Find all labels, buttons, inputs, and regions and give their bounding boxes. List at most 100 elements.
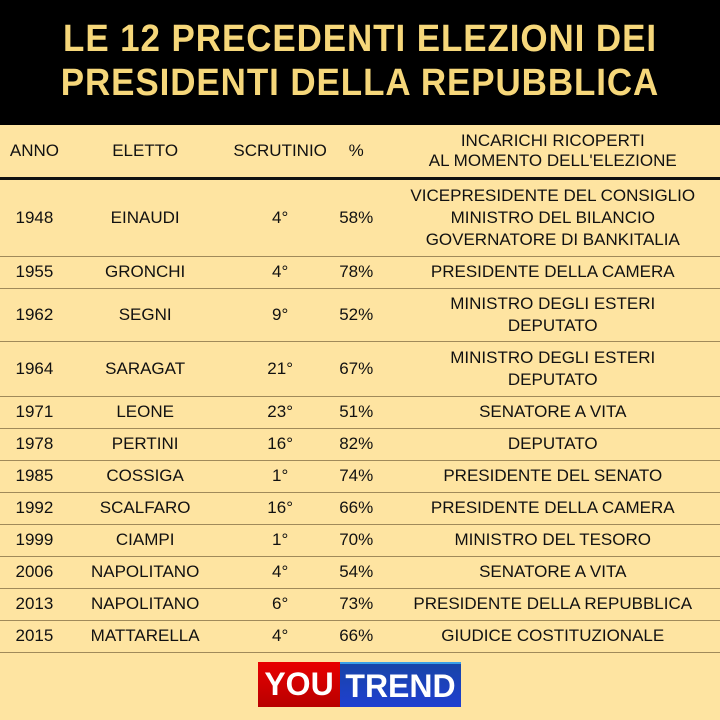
cell-scrutinio: 4° xyxy=(221,178,327,257)
incarico: PRESIDENTE DELLA CAMERA xyxy=(430,262,675,281)
cell-anno: 2006 xyxy=(0,556,69,589)
cell-eletto: SEGNI xyxy=(68,288,222,342)
incarico: MINISTRO DEL TESORO xyxy=(454,530,651,549)
cell-pct: 67% xyxy=(326,341,386,397)
cell-scrutinio: 1° xyxy=(221,460,327,493)
cell-scrutinio: 23° xyxy=(221,396,327,429)
cell-anno: 1962 xyxy=(0,288,69,342)
title-line-2: PRESIDENTI DELLA REPUBBLICA xyxy=(60,62,660,104)
incarico: PRESIDENTE DEL SENATO xyxy=(443,466,663,485)
cell-scrutinio: 21° xyxy=(221,341,327,397)
cell-incarichi: PRESIDENTE DELLA CAMERA xyxy=(385,492,720,525)
table-row: 1964 SARAGAT 21° 67% MINISTRO DEGLI ESTERI DE… xyxy=(0,341,720,397)
cell-anno: 2013 xyxy=(0,588,69,621)
cell-eletto: SARAGAT xyxy=(68,341,222,397)
table-row: 2015 MATTARELLA 4° 66% GIUDICE COSTITUZIONAL… xyxy=(0,620,720,653)
cell-scrutinio: 16° xyxy=(221,492,327,525)
cell-incarichi: SENATORE A VITA xyxy=(385,396,720,429)
cell-incarichi: DEPUTATO xyxy=(385,428,720,461)
header-eletto: ELETTO xyxy=(68,125,222,180)
cell-pct: 82% xyxy=(326,428,386,461)
header-row: ANNO ELETTO SCRUTINIO % INCARICHI RICOPE… xyxy=(0,125,720,180)
cell-incarichi: PRESIDENTE DEL SENATO xyxy=(385,460,720,493)
cell-pct: 66% xyxy=(326,620,386,653)
cell-pct: 54% xyxy=(326,556,386,589)
table-row: 1948 EINAUDI 4° 58% VICEPRESIDENTE DEL CONSI… xyxy=(0,178,720,257)
incarico: DEPUTATO xyxy=(507,315,598,335)
header-incarichi-line1: INCARICHI RICOPERTI xyxy=(460,130,645,150)
cell-pct: 70% xyxy=(326,524,386,557)
cell-eletto: NAPOLITANO xyxy=(68,588,222,621)
cell-anno: 1964 xyxy=(0,341,69,397)
cell-incarichi: MINISTRO DEL TESORO xyxy=(385,524,720,557)
table-row: 1955 GRONCHI 4° 78% PRESIDENTE DELLA CAMERA xyxy=(0,256,720,289)
incarico: GIUDICE COSTITUZIONALE xyxy=(441,626,665,645)
table-row: 1971 LEONE 23° 51% SENATORE A VITA xyxy=(0,396,720,429)
cell-incarichi: MINISTRO DEGLI ESTERI DEPUTATO xyxy=(385,288,720,342)
cell-eletto: GRONCHI xyxy=(68,256,222,289)
elections-table: ANNO ELETTO SCRUTINIO % INCARICHI RICOPE… xyxy=(0,125,720,653)
cell-incarichi: MINISTRO DEGLI ESTERI DEPUTATO xyxy=(385,341,720,397)
incarico: VICEPRESIDENTE DEL CONSIGLIO xyxy=(410,185,696,205)
cell-incarichi: VICEPRESIDENTE DEL CONSIGLIO MINISTRO DEL… xyxy=(385,178,720,257)
table-row: 1962 SEGNI 9° 52% MINISTRO DEGLI ESTERI DEPUT… xyxy=(0,288,720,342)
cell-eletto: LEONE xyxy=(68,396,222,429)
table-row: 1978 PERTINI 16° 82% DEPUTATO xyxy=(0,428,720,461)
table-row: 1992 SCALFARO 16° 66% PRESIDENTE DELLA CAMER… xyxy=(0,492,720,525)
title-line-1: LE 12 PRECEDENTI ELEZIONI DEI xyxy=(63,18,657,60)
cell-pct: 74% xyxy=(326,460,386,493)
cell-scrutinio: 4° xyxy=(221,556,327,589)
incarico: DEPUTATO xyxy=(507,434,598,453)
incarico: SENATORE A VITA xyxy=(479,402,627,421)
cell-anno: 1971 xyxy=(0,396,69,429)
table-row: 2006 NAPOLITANO 4° 54% SENATORE A VITA xyxy=(0,556,720,589)
incarico: MINISTRO DEGLI ESTERI xyxy=(450,347,656,367)
page-title: LE 12 PRECEDENTI ELEZIONI DEI PRESIDENTI… xyxy=(0,0,720,125)
cell-pct: 58% xyxy=(326,178,386,257)
incarico: SENATORE A VITA xyxy=(479,562,627,581)
cell-incarichi: GIUDICE COSTITUZIONALE xyxy=(385,620,720,653)
header-incarichi: INCARICHI RICOPERTI AL MOMENTO DELL'ELEZI… xyxy=(385,125,720,180)
cell-anno: 1992 xyxy=(0,492,69,525)
cell-scrutinio: 4° xyxy=(221,256,327,289)
cell-anno: 1955 xyxy=(0,256,69,289)
incarico: GOVERNATORE DI BANKITALIA xyxy=(425,229,680,249)
cell-incarichi: PRESIDENTE DELLA CAMERA xyxy=(385,256,720,289)
cell-scrutinio: 1° xyxy=(221,524,327,557)
cell-eletto: SCALFARO xyxy=(68,492,222,525)
incarico: DEPUTATO xyxy=(507,369,598,389)
header-anno: ANNO xyxy=(0,125,69,180)
table-row: 1985 COSSIGA 1° 74% PRESIDENTE DEL SENATO xyxy=(0,460,720,493)
cell-anno: 1985 xyxy=(0,460,69,493)
cell-eletto: MATTARELLA xyxy=(68,620,222,653)
cell-eletto: COSSIGA xyxy=(68,460,222,493)
header-pct: % xyxy=(326,125,386,180)
incarico: PRESIDENTE DELLA REPUBBLICA xyxy=(413,594,693,613)
cell-eletto: CIAMPI xyxy=(68,524,222,557)
cell-anno: 1978 xyxy=(0,428,69,461)
cell-anno: 1999 xyxy=(0,524,69,557)
logo-you: YOU xyxy=(258,662,340,707)
logo-trend: TREND xyxy=(340,662,461,707)
cell-pct: 52% xyxy=(326,288,386,342)
cell-incarichi: PRESIDENTE DELLA REPUBBLICA xyxy=(385,588,720,621)
cell-scrutinio: 6° xyxy=(221,588,327,621)
incarico: PRESIDENTE DELLA CAMERA xyxy=(430,498,675,517)
cell-incarichi: SENATORE A VITA xyxy=(385,556,720,589)
cell-pct: 78% xyxy=(326,256,386,289)
youtrend-logo: YOU TREND xyxy=(258,662,461,707)
cell-scrutinio: 4° xyxy=(221,620,327,653)
cell-eletto: EINAUDI xyxy=(68,178,222,257)
cell-pct: 51% xyxy=(326,396,386,429)
cell-eletto: NAPOLITANO xyxy=(68,556,222,589)
cell-anno: 1948 xyxy=(0,178,69,257)
cell-eletto: PERTINI xyxy=(68,428,222,461)
header-scrutinio: SCRUTINIO xyxy=(221,125,327,180)
cell-scrutinio: 9° xyxy=(221,288,327,342)
cell-scrutinio: 16° xyxy=(221,428,327,461)
header-incarichi-line2: AL MOMENTO DELL'ELEZIONE xyxy=(428,150,677,170)
table-row: 2013 NAPOLITANO 6° 73% PRESIDENTE DELLA REPU… xyxy=(0,588,720,621)
table-row: 1999 CIAMPI 1° 70% MINISTRO DEL TESORO xyxy=(0,524,720,557)
cell-anno: 2015 xyxy=(0,620,69,653)
cell-pct: 66% xyxy=(326,492,386,525)
